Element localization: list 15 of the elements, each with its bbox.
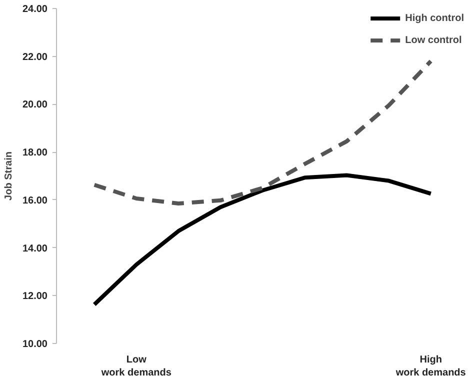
y-tick-label: 18.00 bbox=[22, 148, 48, 159]
legend-label: Low control bbox=[405, 34, 462, 46]
y-axis-title: Job Strain bbox=[3, 152, 14, 200]
y-tick-label: 12.00 bbox=[22, 291, 48, 302]
x-tick-label: Low work demands bbox=[100, 354, 172, 379]
x-tick-label: High work demands bbox=[394, 354, 466, 379]
line-series bbox=[92, 59, 433, 206]
line-series bbox=[92, 173, 433, 306]
y-tick-label: 24.00 bbox=[22, 4, 48, 15]
y-tick-label: 10.00 bbox=[22, 339, 48, 350]
legend-label: High control bbox=[405, 12, 464, 24]
y-tick-label: 22.00 bbox=[22, 52, 48, 63]
y-tick-label: 14.00 bbox=[22, 243, 48, 254]
y-tick-label: 20.00 bbox=[22, 100, 48, 111]
y-tick-label: 16.00 bbox=[22, 195, 48, 206]
